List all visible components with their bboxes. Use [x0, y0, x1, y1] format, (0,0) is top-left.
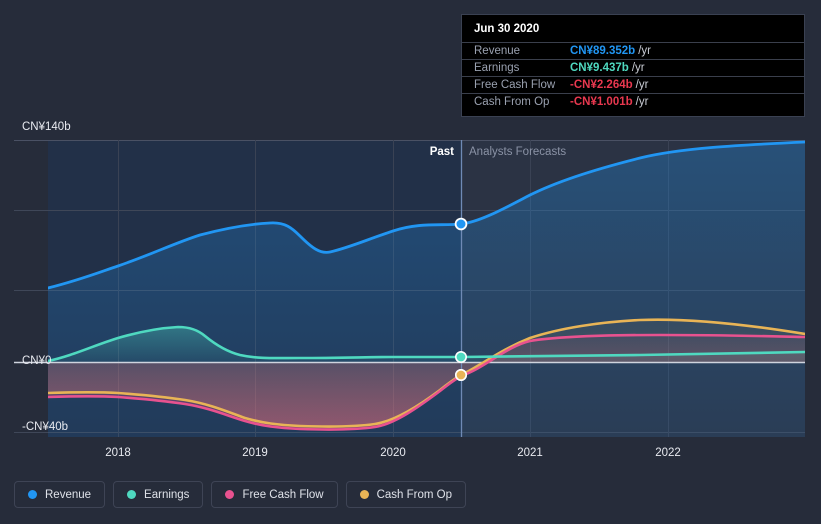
revenue-line — [48, 140, 805, 290]
tooltip-value-earnings: CN¥9.437b — [570, 62, 629, 74]
tooltip-unit-revenue: /yr — [638, 45, 651, 57]
tooltip-label-cash-from-op: Cash From Op — [474, 96, 550, 108]
earnings-line — [48, 325, 805, 363]
cash-from-op-line — [48, 318, 805, 428]
hover-markers — [454, 217, 468, 381]
chart-svg — [14, 140, 805, 437]
x-axis-label-2020: 2020 — [380, 447, 406, 459]
free-cash-flow-line — [48, 333, 805, 431]
earnings-marker — [454, 350, 467, 363]
chart-tooltip: Jun 30 2020 Revenue CN¥89.352b /yr Earni… — [461, 14, 805, 117]
tooltip-value-cash-from-op: -CN¥1.001b — [570, 96, 633, 108]
legend-dot-revenue-icon — [28, 490, 37, 499]
legend-label-earnings: Earnings — [144, 488, 190, 501]
forecast-period-label: Analysts Forecasts — [469, 146, 567, 158]
chart-plot-area[interactable] — [0, 0, 821, 470]
past-period-label: Past — [429, 146, 454, 158]
legend-item-revenue[interactable]: Revenue — [14, 481, 106, 508]
legend-item-earnings[interactable]: Earnings — [113, 481, 204, 508]
y-axis-label-bottom: -CN¥40b — [22, 421, 69, 433]
tooltip-unit-cash-from-op: /yr — [635, 96, 649, 108]
tooltip-label-free-cash-flow: Free Cash Flow — [474, 79, 556, 91]
x-axis-label-2019: 2019 — [242, 447, 268, 459]
legend-item-cash-from-op[interactable]: Cash From Op — [345, 481, 467, 508]
tooltip-label-revenue: Revenue — [474, 45, 521, 57]
x-axis-label-2021: 2021 — [517, 447, 543, 459]
tooltip-value-revenue: CN¥89.352b — [570, 45, 636, 57]
cfo-marker — [454, 368, 467, 381]
tooltip-date: Jun 30 2020 — [474, 23, 540, 35]
x-axis-label-2018: 2018 — [105, 447, 131, 459]
legend-label-revenue: Revenue — [45, 488, 92, 501]
revenue-marker — [454, 217, 468, 231]
tooltip-unit-free-cash-flow: /yr — [635, 79, 649, 91]
tooltip-row-free-cash-flow: Free Cash Flow -CN¥2.264b /yr — [462, 76, 804, 93]
y-axis-label-zero: CN¥0 — [22, 355, 52, 367]
legend-item-free-cash-flow[interactable]: Free Cash Flow — [211, 481, 338, 508]
tooltip-row-revenue: Revenue CN¥89.352b /yr — [462, 42, 804, 59]
tooltip-row-cash-from-op: Cash From Op -CN¥1.001b /yr — [462, 93, 804, 110]
tooltip-unit-earnings: /yr — [631, 62, 645, 74]
legend-dot-earnings-icon — [127, 490, 137, 499]
legend-dot-free-cash-flow-icon — [225, 490, 235, 499]
fcf-area — [48, 335, 805, 430]
legend-dot-cash-from-op-icon — [359, 490, 369, 499]
tooltip-value-free-cash-flow: -CN¥2.264b — [570, 79, 633, 91]
x-axis-label-2022: 2022 — [655, 447, 681, 459]
tooltip-row-earnings: Earnings CN¥9.437b /yr — [462, 59, 804, 76]
y-axis-label-top: CN¥140b — [22, 121, 71, 133]
legend-label-free-cash-flow: Free Cash Flow — [242, 488, 324, 501]
legend-label-cash-from-op: Cash From Op — [376, 488, 453, 501]
chart-legend: Revenue Earnings Free Cash Flow Cash Fro… — [14, 481, 467, 508]
tooltip-label-earnings: Earnings — [474, 62, 520, 74]
